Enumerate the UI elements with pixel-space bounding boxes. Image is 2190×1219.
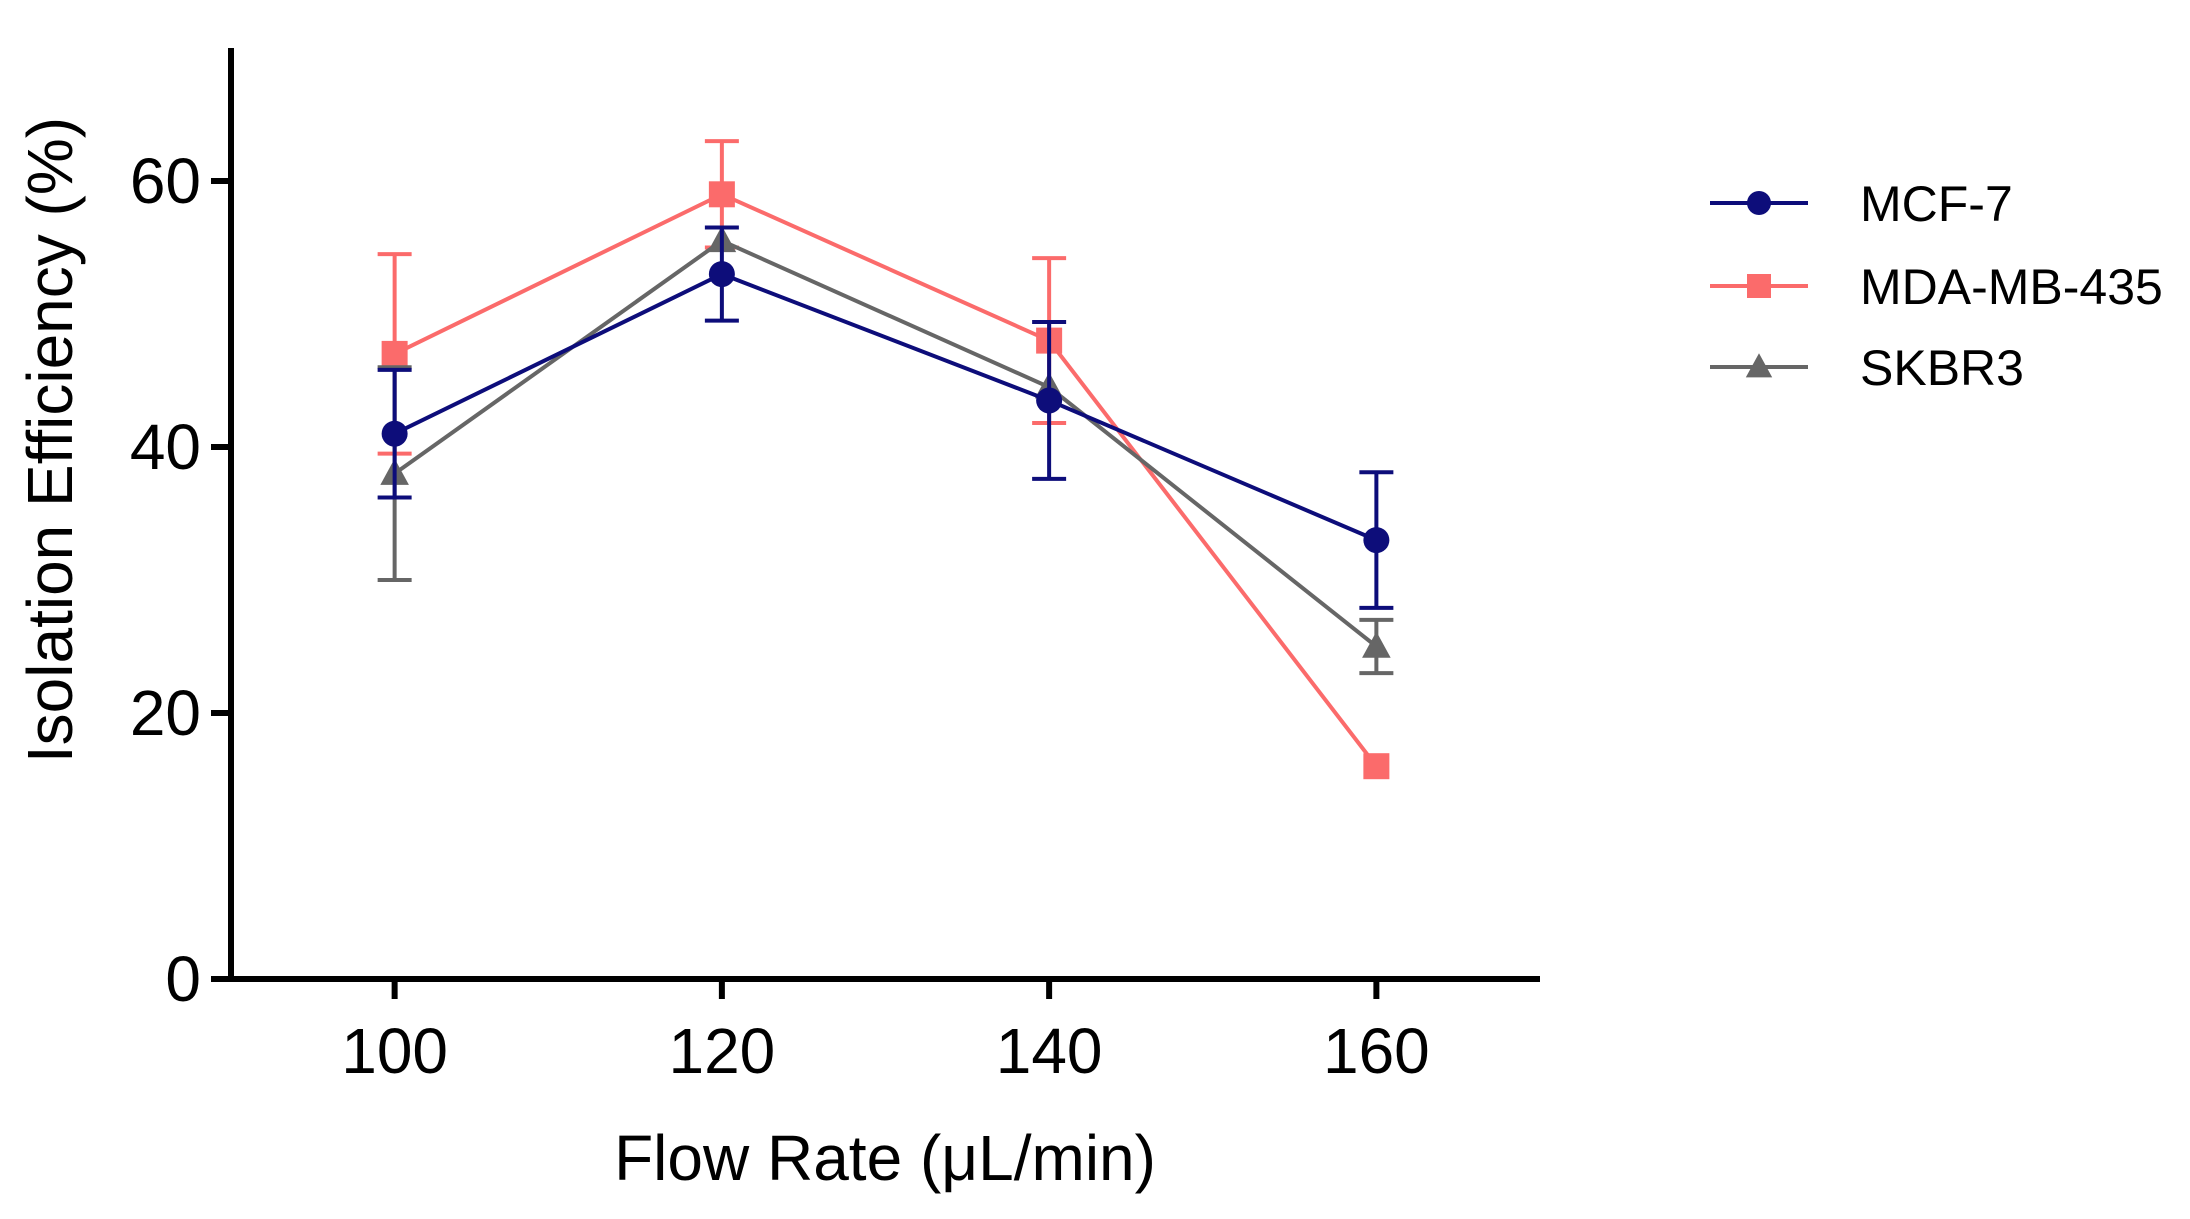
y-tick-label: 0: [165, 943, 201, 1015]
series-line: [393, 192, 1378, 768]
legend: MCF-7 MDA-MB-435 SKBR3: [1710, 176, 2163, 396]
axes: 0 20 40 60 100 120 140 160: [130, 48, 1540, 1087]
x-tick-label: 160: [1323, 1015, 1430, 1087]
series-mda-mb-435: [377, 139, 1390, 780]
y-axis-title: Isolation Efficiency (%): [14, 117, 86, 763]
data-point: [1362, 631, 1391, 658]
y-tick-label: 60: [130, 145, 201, 217]
data-point: [708, 261, 735, 288]
y-tick-label: 20: [130, 677, 201, 749]
series-mcf-7: [377, 225, 1394, 610]
legend-label: MDA-MB-435: [1860, 259, 2163, 315]
series-line: [393, 238, 1378, 649]
series-line: [393, 271, 1378, 542]
legend-item-mda-mb-435: MDA-MB-435: [1710, 259, 2163, 315]
data-point: [381, 340, 408, 367]
series-layer: [377, 139, 1394, 780]
data-point: [1036, 387, 1063, 414]
x-tick-label: 120: [668, 1015, 775, 1087]
y-tick-label: 40: [130, 411, 201, 483]
legend-marker: [1745, 353, 1773, 378]
legend-item-mcf-7: MCF-7: [1710, 176, 2013, 232]
x-axis-title: Flow Rate (μL/min): [614, 1122, 1156, 1194]
series-skbr3: [377, 225, 1394, 676]
legend-marker: [1747, 191, 1771, 215]
data-point: [1363, 753, 1390, 780]
legend-marker: [1747, 274, 1771, 298]
legend-label: MCF-7: [1860, 176, 2013, 232]
legend-label: SKBR3: [1860, 340, 2024, 396]
x-tick-label: 140: [996, 1015, 1103, 1087]
data-point: [1363, 527, 1390, 554]
x-tick-label: 100: [341, 1015, 448, 1087]
legend-item-skbr3: SKBR3: [1710, 340, 2024, 396]
data-point: [381, 420, 408, 447]
data-point: [708, 181, 735, 208]
